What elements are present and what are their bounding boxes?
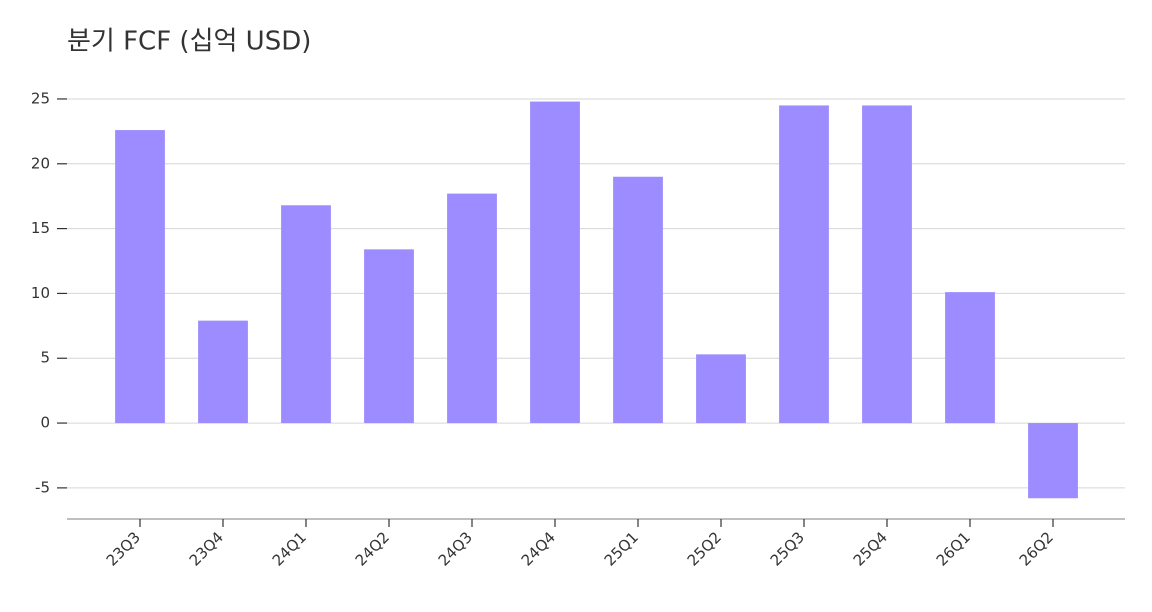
x-tick-label: 25Q2 <box>684 528 725 569</box>
x-tick-label: 23Q3 <box>103 528 144 569</box>
x-tick-label: 26Q2 <box>1016 528 1057 569</box>
bar <box>364 249 414 424</box>
bar <box>281 205 331 424</box>
x-tick-label: 23Q4 <box>186 528 227 569</box>
bar <box>779 105 829 424</box>
x-tick-label: 25Q3 <box>767 528 808 569</box>
y-tick-label: 10 <box>31 284 50 302</box>
x-tick-label: 26Q1 <box>933 528 974 569</box>
chart-title: 분기 FCF (십억 USD) <box>67 27 311 57</box>
x-tick-label: 25Q1 <box>601 528 642 569</box>
x-tick-label: 24Q1 <box>269 528 310 569</box>
bar <box>613 176 663 424</box>
y-tick-label: 25 <box>31 89 50 107</box>
y-tick-label: -5 <box>35 478 50 496</box>
bar <box>115 130 165 424</box>
x-tick-label: 24Q3 <box>435 528 476 569</box>
x-tick-label: 24Q4 <box>518 528 559 569</box>
x-tick-label: 24Q2 <box>352 528 393 569</box>
y-tick-label: 0 <box>40 414 50 432</box>
bar <box>198 320 248 424</box>
bar <box>862 105 912 424</box>
y-tick-label: 5 <box>40 349 50 367</box>
y-tick-label: 15 <box>31 219 50 237</box>
x-tick-label: 25Q4 <box>850 528 891 569</box>
bar <box>696 354 746 424</box>
bar <box>447 193 497 424</box>
bar <box>530 101 580 424</box>
bar <box>1028 423 1078 499</box>
y-tick-label: 20 <box>31 154 50 172</box>
bar <box>945 292 995 424</box>
